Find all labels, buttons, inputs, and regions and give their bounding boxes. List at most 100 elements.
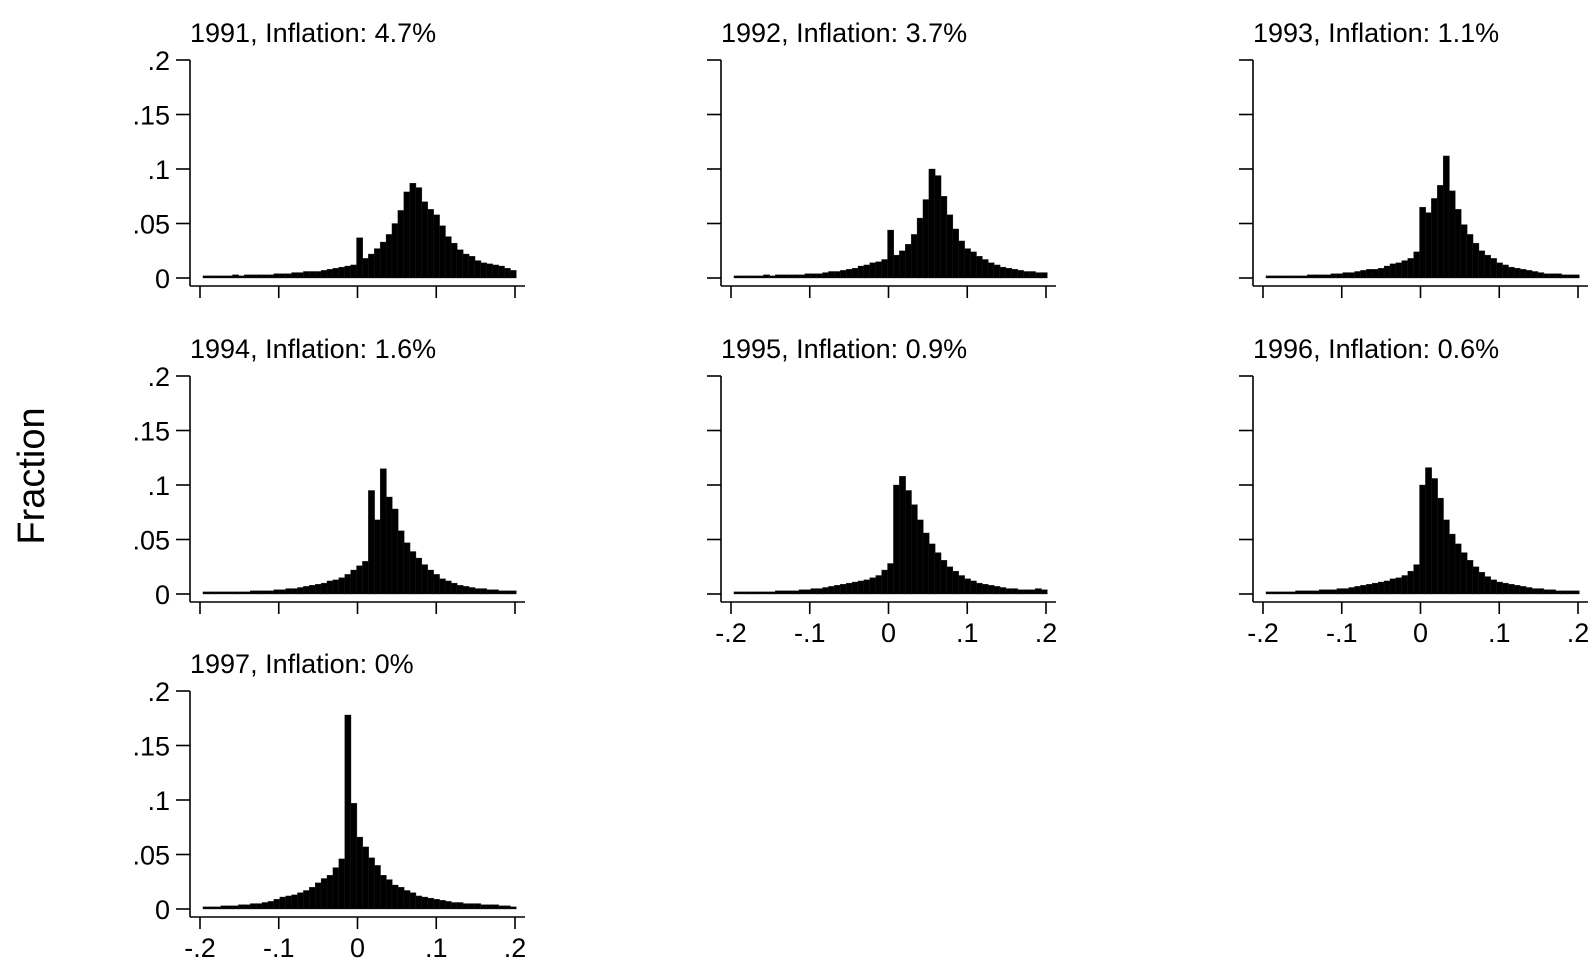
histogram-bar [840,584,847,595]
histogram-bar [250,590,257,595]
histogram-bar [338,858,346,910]
histogram-bar [356,237,364,279]
histogram-bar [374,865,381,910]
histogram-bar [385,879,393,910]
histogram-bar [899,250,906,279]
histogram-bar [1496,581,1503,595]
histogram-bar [798,274,806,279]
histogram-bar [1029,271,1036,279]
histogram-bar [1413,251,1421,279]
histogram-bar [822,587,830,595]
histogram-bar [1023,271,1030,279]
histogram-bar [816,273,824,279]
histogram-bar [444,901,452,910]
histogram-bar [273,273,281,279]
histogram-bar [344,574,352,595]
histogram-bar [1011,269,1019,279]
histogram-bar [303,586,310,595]
histogram-bar [934,552,942,595]
histogram-bar [444,236,452,279]
histogram-bar [1271,591,1279,595]
histogram-panel: 1991, Inflation: 4.7% 0 .05 .1 .15 .2 [132,18,525,298]
y-tick-label: .05 [132,526,170,556]
histogram-bar [421,896,428,910]
histogram-bar [1448,533,1456,595]
x-tick-label: -.1 [1326,618,1358,648]
histogram-bar [326,580,334,595]
histogram-bar [462,903,470,910]
histogram-bar [462,253,470,279]
histogram-bar [1572,590,1580,595]
histogram-bar [1301,590,1308,595]
histogram-bar [834,585,841,595]
histogram-bar [1442,519,1450,595]
histogram-bar [509,906,517,910]
histogram-bar [739,591,747,595]
panel-title: 1994, Inflation: 1.6% [190,334,436,364]
histogram-bar [285,273,293,279]
histogram-bar [757,275,765,279]
histogram-bar [255,274,263,279]
y-tick-label: .15 [132,732,170,762]
histogram-bar [403,890,411,910]
histogram-bar [439,225,446,279]
histogram-bar [733,275,741,279]
histogram-bar [220,275,228,279]
histogram-bar [845,269,853,279]
histogram-bar [999,587,1007,595]
histogram-bar [857,580,865,595]
histogram-bar [1265,275,1273,279]
histogram-bar [775,590,782,595]
y-tick-label: .15 [132,101,170,131]
histogram-bar [338,266,346,279]
x-tick-label: -.2 [1247,618,1279,648]
histogram-bar [468,256,476,279]
histogram-bar [887,229,895,279]
histogram-bar [503,268,511,279]
histogram-bar [1419,206,1427,279]
histogram-bar [1389,263,1397,279]
histogram-bar [320,270,328,279]
histogram-bar [1277,591,1285,595]
histogram-bar [1561,590,1568,595]
histogram-bar [1360,270,1367,279]
histogram-bar [999,266,1007,279]
histogram-bar [338,577,346,595]
histogram-bar [261,590,269,595]
histogram-panel: 1993, Inflation: 1.1% [1239,18,1588,298]
histogram-bar [822,272,830,279]
y-tick-label: .2 [147,362,170,392]
histogram-bar [385,496,393,595]
histogram-bar [244,591,251,595]
histogram-bar [1401,260,1409,279]
histogram-bar [232,274,239,279]
histogram-bar [267,274,275,279]
histogram-bar [1342,588,1350,595]
histogram-bar [928,543,936,595]
histogram-panel: 1992, Inflation: 3.7% [707,18,1056,298]
panel-title: 1997, Inflation: 0% [190,649,414,679]
histogram-bar [1442,155,1450,279]
histogram-bar [745,275,753,279]
histogram-bar [745,591,753,595]
histogram-bar [433,899,440,910]
histogram-bar [881,259,889,279]
histogram-bar [474,260,482,279]
histogram-bar [232,591,239,595]
histogram-bar [786,274,794,279]
histogram-bar [273,589,281,595]
histogram-bar [769,275,776,279]
histogram-bar [214,591,222,595]
x-tick-label: 0 [1413,618,1428,648]
histogram-bar [970,580,977,595]
histogram-bar [763,591,770,595]
histogram-bar [1502,582,1509,595]
histogram-bar [1342,272,1350,279]
histogram-bar [751,591,759,595]
histogram-bar [480,262,488,279]
histogram-bar [314,882,322,910]
histogram-bar [1401,575,1409,595]
histogram-bar [409,892,417,910]
histogram-bar [1472,566,1480,595]
histogram-bar [250,274,257,279]
